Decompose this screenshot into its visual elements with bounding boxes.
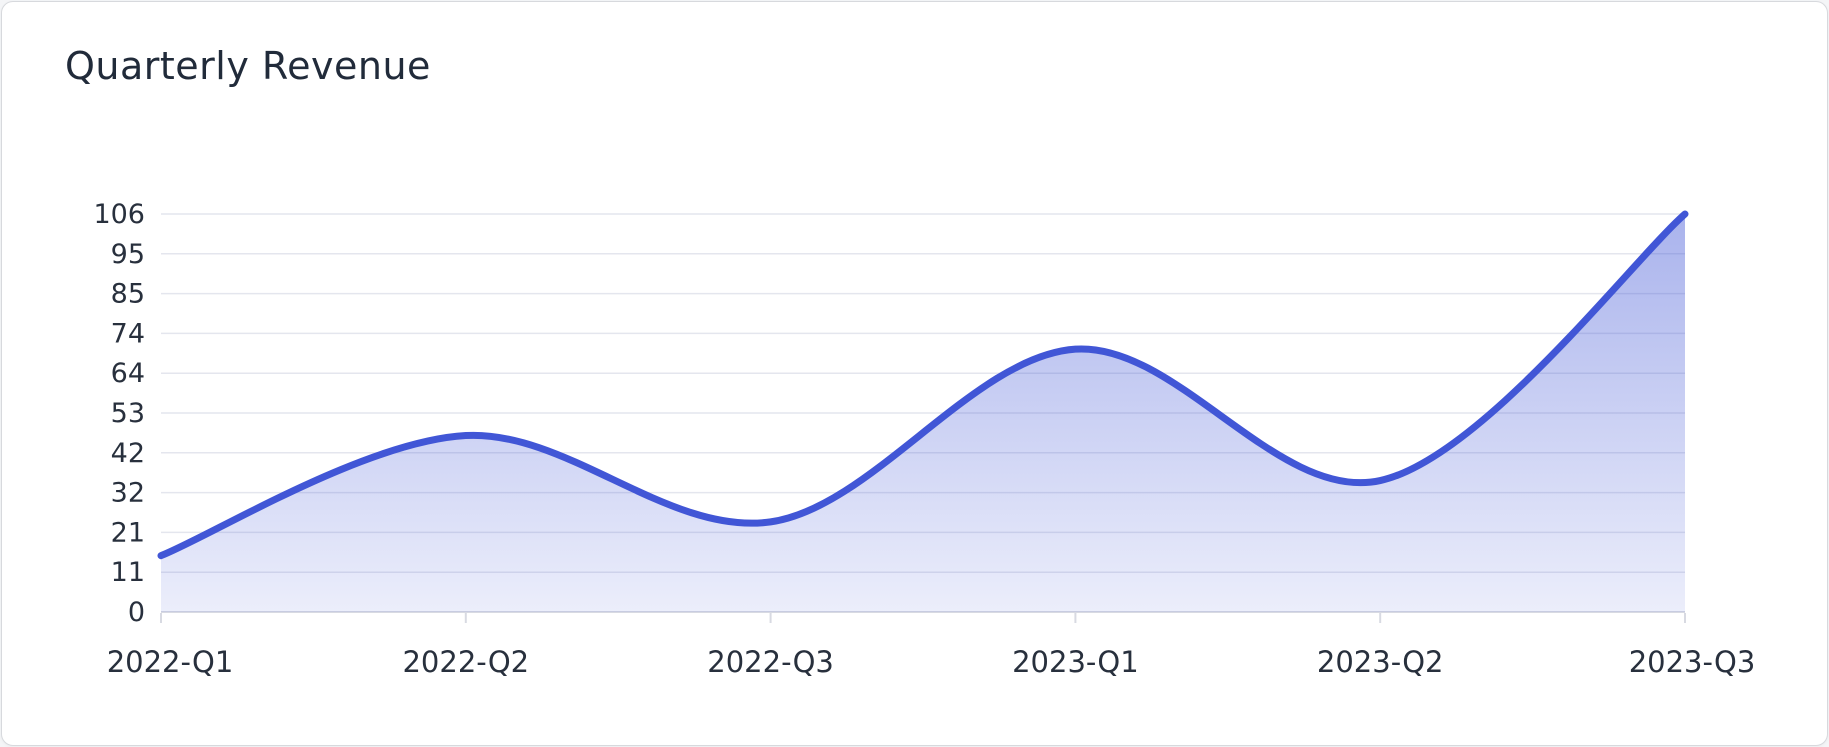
x-tick-label: 2023-Q1 bbox=[1012, 645, 1139, 679]
chart-title: Quarterly Revenue bbox=[65, 44, 431, 88]
y-tick-label: 32 bbox=[111, 478, 145, 509]
y-tick-label: 95 bbox=[111, 239, 145, 270]
x-tick-label: 2022-Q2 bbox=[402, 645, 529, 679]
y-tick-label: 85 bbox=[111, 279, 145, 310]
y-axis-labels: 0 11 21 32 42 53 64 74 85 95 106 bbox=[93, 199, 145, 628]
y-tick-label: 0 bbox=[128, 597, 145, 628]
y-tick-label: 21 bbox=[111, 517, 145, 548]
x-tick-label: 2023-Q2 bbox=[1317, 645, 1444, 679]
x-tick-label: 2022-Q3 bbox=[707, 645, 834, 679]
revenue-area-fill bbox=[161, 214, 1685, 612]
x-tick-label: 2022-Q1 bbox=[107, 645, 234, 679]
x-tick-label: 2023-Q3 bbox=[1629, 645, 1756, 679]
revenue-line bbox=[157, 210, 1689, 560]
y-tick-label: 42 bbox=[111, 438, 145, 469]
y-tick-label: 106 bbox=[93, 199, 145, 230]
y-tick-label: 64 bbox=[111, 358, 145, 389]
y-tick-label: 74 bbox=[111, 318, 145, 349]
x-axis-ticks bbox=[160, 613, 1686, 623]
y-tick-label: 11 bbox=[111, 557, 145, 588]
y-tick-label: 53 bbox=[111, 398, 145, 429]
x-axis-labels: 2022-Q1 2022-Q2 2022-Q3 2023-Q1 2023-Q2 2023-… bbox=[107, 645, 1756, 679]
